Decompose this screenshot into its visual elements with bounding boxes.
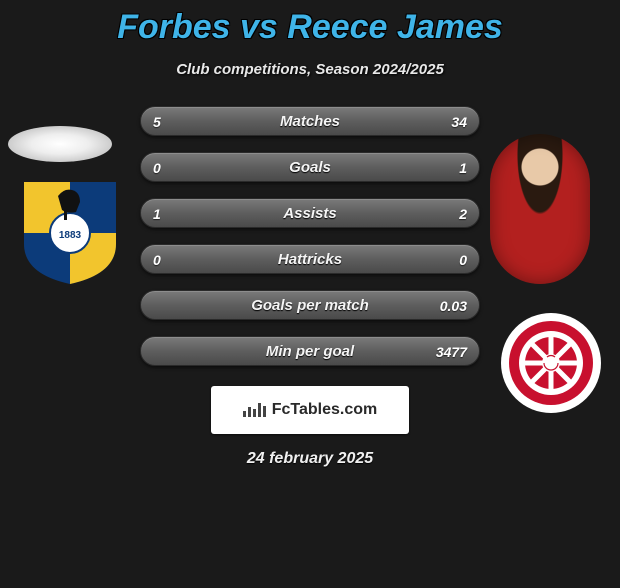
page-title: Forbes vs Reece James [0, 8, 620, 47]
bar-chart-icon [243, 403, 266, 417]
stat-row: 0 Hattricks 0 [140, 244, 480, 274]
stat-right-value: 3477 [436, 337, 467, 367]
logo-text: FcTables.com [272, 401, 378, 419]
stat-right-value: 0 [459, 245, 467, 275]
stat-row: 1 Assists 2 [140, 198, 480, 228]
stat-label: Matches [280, 113, 340, 130]
rotherham-crest-icon [500, 312, 602, 414]
stat-label: Assists [283, 205, 336, 222]
stat-right-value: 1 [459, 153, 467, 183]
subtitle: Club competitions, Season 2024/2025 [0, 61, 620, 78]
fctables-logo[interactable]: FcTables.com [211, 386, 409, 434]
stat-left-value: 1 [153, 199, 161, 229]
stat-left-value: 5 [153, 107, 161, 137]
date-label: 24 february 2025 [0, 450, 620, 468]
stat-row: 0 Goals 1 [140, 152, 480, 182]
player-left-photo [8, 126, 112, 162]
player-right-photo [490, 134, 590, 284]
svg-text:1883: 1883 [59, 230, 82, 241]
stat-label: Hattricks [278, 251, 342, 268]
stat-right-value: 2 [459, 199, 467, 229]
bristol-rovers-crest-icon: 1883 [20, 178, 120, 286]
stat-label: Min per goal [266, 343, 354, 360]
stat-row: Min per goal 3477 [140, 336, 480, 366]
stat-row: 5 Matches 34 [140, 106, 480, 136]
stat-left-value: 0 [153, 245, 161, 275]
stat-right-value: 0.03 [440, 291, 467, 321]
stat-label: Goals [289, 159, 331, 176]
stats-list: 5 Matches 34 0 Goals 1 1 Assists 2 0 Hattricks 0 Goa… [140, 106, 480, 366]
crest-left: 1883 [20, 178, 120, 286]
stat-right-value: 34 [451, 107, 467, 137]
stat-left-value: 0 [153, 153, 161, 183]
stat-label: Goals per match [251, 297, 369, 314]
crest-right [500, 312, 602, 414]
stat-row: Goals per match 0.03 [140, 290, 480, 320]
